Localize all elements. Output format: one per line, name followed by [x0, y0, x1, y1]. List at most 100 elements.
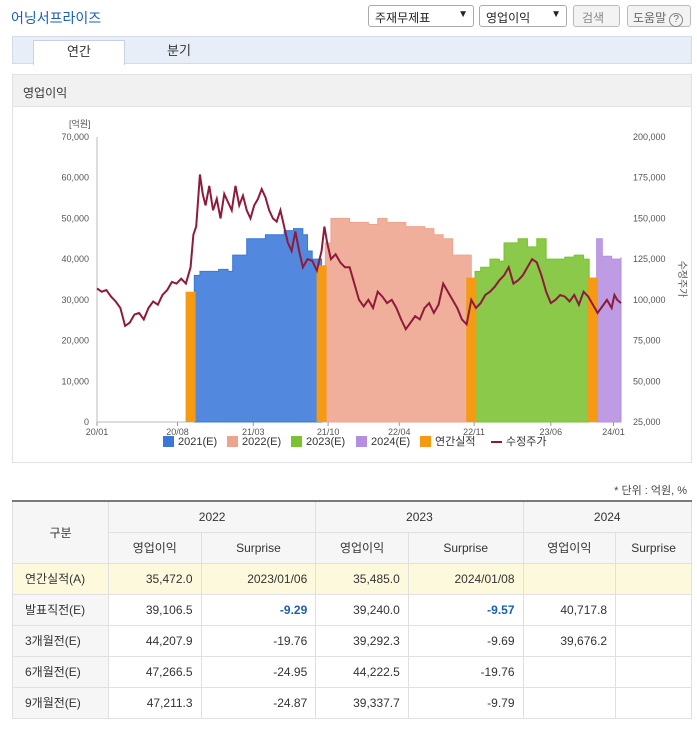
- table-cell: -19.76: [407, 655, 524, 688]
- x-tick-label: 23/06: [540, 427, 563, 437]
- legend-label: 2023(E): [306, 436, 345, 448]
- table-cell: 2023/01/06: [200, 562, 317, 595]
- year-header: 2022: [107, 500, 317, 533]
- period-tabs: 연간 분기: [12, 36, 692, 65]
- table-cell: 39,676.2: [522, 624, 617, 657]
- x-tick-label: 21/10: [317, 427, 340, 437]
- search-button[interactable]: 검색: [573, 5, 620, 27]
- y-right-tick-label: 25,000: [633, 417, 661, 427]
- table-cell: [615, 624, 692, 657]
- actual-bar: [587, 277, 598, 422]
- tab-annual[interactable]: 연간: [33, 40, 125, 65]
- table-cell: 39,106.5: [108, 593, 202, 626]
- area-series-2024: [596, 238, 622, 423]
- table-cell: 40,717.8: [522, 593, 617, 626]
- item-select-value: 영업이익: [486, 11, 531, 25]
- legend-label: 2022(E): [242, 436, 281, 448]
- table-cell: 39,292.3: [315, 624, 409, 657]
- y-left-tick-label: 70,000: [61, 132, 89, 142]
- col-header-operating-income: 영업이익: [108, 531, 202, 564]
- tab-quarterly[interactable]: 분기: [167, 43, 191, 58]
- legend-swatch: [227, 436, 238, 447]
- y-right-tick-label: 150,000: [633, 213, 666, 223]
- table-row: 발표직전(E) 39,106.5 -9.29 39,240.0 -9.57 40,717.…: [12, 593, 692, 626]
- table-row: 연간실적(A) 35,472.0 2023/01/06 35,485.0 2024/01…: [12, 562, 692, 595]
- legend-swatch: [291, 436, 302, 447]
- table-cell: 44,207.9: [108, 624, 202, 657]
- table-cell: [522, 686, 617, 719]
- table-cell: -24.87: [200, 686, 317, 719]
- legend-swatch: [163, 436, 174, 447]
- y-right-tick-label: 125,000: [633, 254, 666, 264]
- y-left-tick-label: 40,000: [61, 254, 89, 264]
- table-cell: 44,222.5: [315, 655, 409, 688]
- chevron-down-icon: ▼: [551, 9, 561, 20]
- year-header: 2024: [522, 500, 693, 533]
- table-cell: [615, 655, 692, 688]
- unit-note: * 단위 : 억원, %: [614, 485, 687, 497]
- y-left-tick-label: 0: [84, 417, 89, 427]
- x-tick-label: 22/11: [463, 427, 485, 437]
- row-label: 연간실적(A): [12, 562, 109, 595]
- y-right-axis-label: 수정주가: [676, 261, 688, 298]
- table-row: 6개월전(E) 47,266.5 -24.95 44,222.5 -19.76: [12, 655, 692, 688]
- legend-label: 2024(E): [371, 436, 410, 448]
- x-tick-label: 21/03: [242, 427, 265, 437]
- legend-swatch: [356, 436, 367, 447]
- col-header-surprise: Surprise: [200, 531, 317, 564]
- x-tick-label: 24/01: [602, 427, 625, 437]
- col-header-surprise: Surprise: [615, 531, 692, 564]
- y-left-tick-label: 30,000: [61, 295, 89, 305]
- earnings-chart: 0 10,000 20,000 30,000 40,000 50,000 60,000 70,…: [61, 118, 688, 448]
- table-cell: 2024/01/08: [407, 562, 524, 595]
- table-cell: -9.69: [407, 624, 524, 657]
- x-tick-label: 22/04: [388, 427, 411, 437]
- area-series-2023: [474, 238, 590, 423]
- table-cell: [615, 562, 692, 595]
- row-label: 9개월전(E): [12, 686, 109, 719]
- col-header-surprise: Surprise: [407, 531, 524, 564]
- legend-swatch: [420, 436, 431, 447]
- table-cell: 35,472.0: [108, 562, 202, 595]
- row-label: 6개월전(E): [12, 655, 109, 688]
- legend-label: 수정주가: [506, 435, 546, 448]
- actual-bar: [316, 265, 327, 422]
- actual-bar: [185, 291, 196, 422]
- table-cell: 47,211.3: [108, 686, 202, 719]
- statement-type-value: 주재무제표: [375, 11, 431, 25]
- legend-label: 2021(E): [178, 436, 217, 448]
- header-group: 구분: [12, 500, 109, 564]
- chart-panel: 영업이익 0 10,000 20,000 30,000 40,000 50,000 60,0…: [12, 74, 692, 463]
- table-cell: 39,337.7: [315, 686, 409, 719]
- item-select[interactable]: 영업이익 ▼: [479, 5, 567, 27]
- table-cell: 35,485.0: [315, 562, 409, 595]
- y-left-tick-label: 50,000: [61, 213, 89, 223]
- x-tick-label: 20/08: [166, 427, 189, 437]
- y-right-tick-label: 100,000: [633, 295, 666, 305]
- row-label: 발표직전(E): [12, 593, 109, 626]
- help-icon: ?: [669, 13, 684, 27]
- table-cell: -24.95: [200, 655, 317, 688]
- y-right-tick-label: 50,000: [633, 376, 661, 386]
- surprise-table: 구분 2022 2023 2024 영업이익 Surprise 영업이익 Sur…: [12, 500, 693, 719]
- page-title: 어닝서프라이즈: [11, 10, 102, 26]
- table-cell: [615, 686, 692, 719]
- chart-panel-title: 영업이익: [13, 75, 691, 107]
- table-cell: -9.79: [407, 686, 524, 719]
- y-left-tick-label: 10,000: [61, 376, 89, 386]
- table-cell: -9.29: [200, 593, 317, 626]
- table-row: 3개월전(E) 44,207.9 -19.76 39,292.3 -9.69 39,676…: [12, 624, 692, 657]
- table-cell: [522, 655, 617, 688]
- table-cell: 47,266.5: [108, 655, 202, 688]
- table-cell: 39,240.0: [315, 593, 409, 626]
- chevron-down-icon: ▼: [458, 9, 468, 20]
- help-button[interactable]: 도움말?: [627, 5, 691, 27]
- x-tick-label: 20/01: [86, 427, 109, 437]
- y-right-tick-label: 175,000: [633, 173, 666, 183]
- area-series-2021: [193, 228, 323, 423]
- col-header-operating-income: 영업이익: [522, 531, 617, 564]
- y-left-axis-label: [억원]: [69, 118, 91, 129]
- table-cell: -19.76: [200, 624, 317, 657]
- table-cell: [615, 593, 692, 626]
- statement-type-select[interactable]: 주재무제표 ▼: [368, 5, 474, 27]
